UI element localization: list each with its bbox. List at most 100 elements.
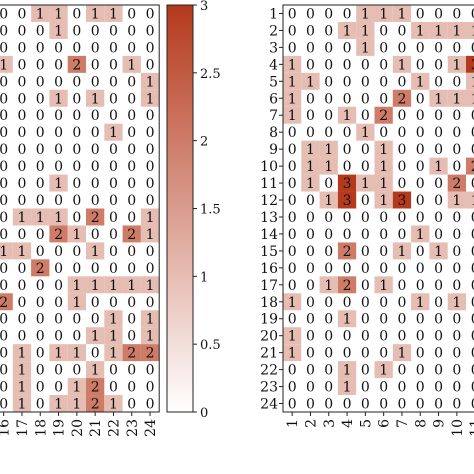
left-heatmap-cell-label: 0 bbox=[146, 40, 155, 56]
right-heatmap-cell-label: 0 bbox=[361, 244, 370, 260]
left-heatmap-cell-label: 0 bbox=[72, 363, 81, 379]
right-heatmap-cell bbox=[301, 174, 320, 192]
right-heatmap-cell-label: 0 bbox=[434, 295, 443, 311]
right-heatmap-x-tick-label: 3 bbox=[322, 419, 338, 428]
right-heatmap-cell-label: 0 bbox=[434, 278, 443, 294]
right-heatmap-cell-label: 1 bbox=[324, 193, 333, 209]
right-heatmap-cell-label: 0 bbox=[343, 40, 352, 56]
right-heatmap-cell-label: 1 bbox=[452, 295, 461, 311]
right-heatmap-cell-label: 0 bbox=[288, 142, 297, 158]
right-heatmap-cell bbox=[337, 21, 357, 39]
right-heatmap-y-tick-label: 8 bbox=[269, 125, 278, 141]
right-heatmap-cell bbox=[356, 38, 375, 56]
left-heatmap-cell-label: 0 bbox=[17, 108, 26, 124]
right-heatmap-cell-label: 0 bbox=[452, 380, 461, 396]
right-heatmap-cell-label: 0 bbox=[288, 278, 297, 294]
left-heatmap-cell bbox=[86, 276, 105, 294]
left-heatmap-cell bbox=[104, 5, 123, 22]
right-heatmap-cell-label: 1 bbox=[416, 74, 425, 90]
right-heatmap-cell bbox=[429, 89, 448, 107]
right-heatmap-cell-label: 0 bbox=[361, 142, 370, 158]
left-heatmap-cell-label: 1 bbox=[36, 210, 45, 226]
left-heatmap-cell-label: 0 bbox=[17, 159, 26, 175]
left-heatmap-cell-label: 0 bbox=[36, 244, 45, 260]
left-heatmap-cell bbox=[86, 395, 105, 412]
left-heatmap-cell-label: 1 bbox=[17, 397, 26, 413]
right-heatmap-y-tick-label: 23 bbox=[260, 380, 278, 396]
right-heatmap-cell-label: 0 bbox=[324, 363, 333, 379]
right-heatmap-cell-label: 0 bbox=[416, 125, 425, 141]
right-heatmap-cell-label: 2 bbox=[452, 176, 461, 192]
right-heatmap-cell-label: 0 bbox=[288, 244, 297, 260]
right-heatmap-cell bbox=[466, 191, 474, 209]
left-heatmap-cell-label: 2 bbox=[91, 210, 100, 226]
left-heatmap-cell-label: 0 bbox=[109, 295, 118, 311]
right-heatmap-cell-label: 0 bbox=[416, 142, 425, 158]
right-heatmap-cell-label: 1 bbox=[343, 380, 352, 396]
left-heatmap-cell-label: 1 bbox=[146, 91, 155, 107]
right-heatmap-cell-label: 1 bbox=[306, 176, 315, 192]
left-heatmap-cell-label: 0 bbox=[109, 193, 118, 209]
left-heatmap-cell bbox=[86, 361, 105, 379]
left-heatmap-cell-label: 0 bbox=[0, 346, 8, 362]
left-heatmap-cell-label: 0 bbox=[17, 312, 26, 328]
left-heatmap-cell-label: 0 bbox=[0, 125, 8, 141]
left-heatmap-cell-label: 0 bbox=[17, 329, 26, 345]
left-heatmap-cell-label: 0 bbox=[54, 244, 63, 260]
left-heatmap-cell-label: 1 bbox=[72, 380, 81, 396]
left-heatmap-cell-label: 0 bbox=[146, 295, 155, 311]
left-heatmap-cell bbox=[0, 55, 13, 73]
left-heatmap-cell-label: 0 bbox=[36, 142, 45, 158]
right-heatmap-cell-label: 0 bbox=[288, 125, 297, 141]
right-heatmap-cell-label: 0 bbox=[397, 278, 406, 294]
colorbar-tick-label: 1 bbox=[200, 270, 208, 285]
left-heatmap-cell bbox=[140, 72, 160, 90]
left-heatmap-cell bbox=[67, 225, 86, 243]
left-heatmap-cell-label: 0 bbox=[72, 329, 81, 345]
left-heatmap-cell-label: 0 bbox=[0, 363, 8, 379]
right-heatmap-cell-label: 0 bbox=[452, 142, 461, 158]
left-heatmap-cell-label: 0 bbox=[54, 159, 63, 175]
right-heatmap-cell-label: 0 bbox=[306, 363, 315, 379]
right-heatmap-cell-label: 0 bbox=[306, 397, 315, 413]
right-heatmap-cell-label: 0 bbox=[306, 278, 315, 294]
right-heatmap-cell-label: 0 bbox=[434, 329, 443, 345]
right-heatmap-cell-label: 0 bbox=[306, 244, 315, 260]
left-heatmap-x-tick-label: 23 bbox=[125, 419, 141, 437]
right-heatmap-y-tick-label: 9 bbox=[269, 142, 278, 158]
left-heatmap-cell-label: 0 bbox=[0, 91, 8, 107]
right-heatmap-cell-label: 1 bbox=[306, 159, 315, 175]
right-heatmap-cell-label: 1 bbox=[361, 6, 370, 22]
right-heatmap-cell-label: 0 bbox=[397, 227, 406, 243]
right-heatmap-cell-label: 0 bbox=[452, 244, 461, 260]
right-heatmap-cell-label: 0 bbox=[361, 108, 370, 124]
right-heatmap-cell-label: 0 bbox=[306, 346, 315, 362]
right-heatmap-cell-label: 0 bbox=[416, 363, 425, 379]
right-heatmap-cell bbox=[466, 89, 474, 107]
right-heatmap-cell-label: 1 bbox=[361, 40, 370, 56]
left-heatmap-cell-label: 0 bbox=[54, 261, 63, 277]
right-heatmap-cell-label: 0 bbox=[416, 91, 425, 107]
right-heatmap-cell-label: 0 bbox=[379, 74, 388, 90]
right-heatmap-y-tick-label: 22 bbox=[260, 363, 278, 379]
left-heatmap-cell-label: 0 bbox=[0, 193, 8, 209]
left-heatmap-cell-label: 0 bbox=[17, 227, 26, 243]
colorbar-tick-label: 3 bbox=[200, 0, 208, 14]
right-heatmap-cell-label: 0 bbox=[306, 40, 315, 56]
right-heatmap-cell-label: 0 bbox=[416, 312, 425, 328]
left-heatmap-cell-label: 0 bbox=[36, 125, 45, 141]
left-heatmap-cell-label: 0 bbox=[0, 261, 8, 277]
left-heatmap-cell-label: 0 bbox=[91, 23, 100, 39]
right-heatmap-cell bbox=[337, 106, 357, 124]
left-heatmap-cell-label: 0 bbox=[146, 380, 155, 396]
right-heatmap-cell-label: 0 bbox=[416, 380, 425, 396]
right-heatmap-cell-label: 3 bbox=[343, 193, 352, 209]
right-heatmap-cell-label: 0 bbox=[416, 6, 425, 22]
left-heatmap-cell-label: 0 bbox=[127, 91, 136, 107]
right-heatmap-cell-label: 0 bbox=[361, 193, 370, 209]
right-heatmap-cell-label: 0 bbox=[379, 295, 388, 311]
left-heatmap-cell bbox=[104, 310, 123, 328]
left-heatmap-cell-label: 0 bbox=[91, 261, 100, 277]
right-heatmap-y-tick-label: 1 bbox=[269, 6, 278, 22]
left-heatmap-cell-label: 0 bbox=[72, 6, 81, 22]
